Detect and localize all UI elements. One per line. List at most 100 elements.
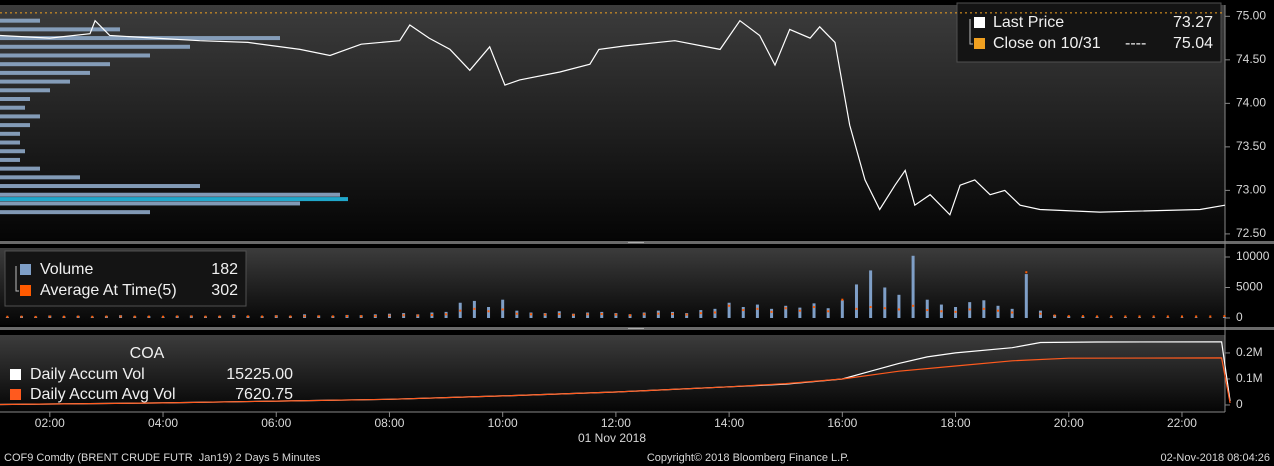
avg-dot (232, 315, 235, 318)
avg-dot (770, 310, 773, 313)
avg-dot (1166, 315, 1169, 318)
legend-bracket (15, 266, 19, 292)
y-tick-label: 73.50 (1236, 139, 1266, 153)
profile-bar (0, 79, 70, 84)
y-tick-label: 5000 (1236, 280, 1263, 294)
profile-bar (0, 149, 25, 154)
avg-dot (1110, 315, 1113, 318)
avg-dot (1025, 271, 1028, 274)
y-tick-label: 75.00 (1236, 8, 1266, 22)
avg-dot (1096, 315, 1099, 318)
avg-dot (643, 313, 646, 316)
volume-bar (996, 305, 1000, 318)
avg-dot (6, 315, 9, 318)
avg-dot (1124, 315, 1127, 318)
y-tick-label: 0.2M (1236, 345, 1263, 359)
legend-label: Close on 10/31 (993, 35, 1101, 52)
avg-dot (614, 313, 617, 316)
profile-bar (0, 114, 40, 119)
avg-dot (982, 307, 985, 310)
avg-dot (685, 313, 688, 316)
volume-bar (812, 303, 816, 318)
profile-bar (0, 44, 190, 49)
avg-dot (246, 315, 249, 318)
avg-dot (855, 307, 858, 310)
avg-dot (515, 312, 518, 315)
legend-value: 7620.75 (235, 386, 293, 403)
legend-label: Last Price (993, 14, 1064, 31)
volume-bar (925, 299, 929, 318)
profile-bar (0, 62, 110, 67)
legend-value: 73.27 (1173, 14, 1213, 31)
avg-dot (430, 313, 433, 316)
avg-dot (62, 315, 65, 318)
avg-dot (586, 313, 589, 316)
volume-bar (883, 287, 887, 318)
x-tick-label: 20:00 (1054, 416, 1084, 430)
avg-dot (416, 314, 419, 317)
avg-dot (402, 314, 405, 317)
legend-label: Daily Accum Vol (30, 366, 145, 383)
avg-dot (1138, 315, 1141, 318)
legend-swatch (20, 264, 31, 275)
avg-dot (1195, 315, 1198, 318)
profile-bar (0, 166, 40, 171)
avg-dot (346, 315, 349, 318)
avg-dot (1209, 315, 1212, 318)
volume-bar (727, 302, 731, 318)
y-tick-label: 10000 (1236, 249, 1270, 263)
price-legend-box (956, 2, 1222, 63)
avg-dot (218, 315, 221, 318)
avg-dot (897, 308, 900, 311)
avg-dot (374, 315, 377, 318)
volume-bar (897, 294, 901, 318)
avg-dot (558, 313, 561, 316)
volume-bar (1138, 317, 1142, 318)
volume-bar (741, 307, 745, 318)
avg-dot (133, 315, 136, 318)
profile-bar (0, 105, 25, 110)
avg-dot (813, 306, 816, 309)
avg-dot (728, 304, 731, 307)
volume-bar (1152, 317, 1156, 318)
avg-dot (1067, 315, 1070, 318)
avg-dot (317, 315, 320, 318)
avg-dot (572, 313, 575, 316)
x-tick-label: 22:00 (1167, 416, 1197, 430)
avg-dot (388, 314, 391, 317)
volume-bar (798, 307, 802, 318)
legend-label: Average At Time(5) (40, 282, 177, 299)
profile-bar (0, 88, 50, 93)
avg-dot (968, 308, 971, 311)
legend-value: 15225.00 (226, 366, 293, 383)
x-tick-label: 08:00 (374, 416, 404, 430)
avg-dot (629, 314, 632, 317)
avg-dot (529, 313, 532, 316)
avg-dot (91, 315, 94, 318)
volume-bar (911, 255, 915, 318)
avg-dot (77, 315, 80, 318)
avg-dot (162, 315, 165, 318)
avg-dot (798, 309, 801, 312)
profile-bar (0, 197, 348, 202)
avg-dot (48, 315, 51, 318)
x-tick-label: 04:00 (148, 416, 178, 430)
y-tick-label: 0 (1236, 310, 1243, 324)
avg-dot (713, 311, 716, 314)
profile-bar (0, 70, 90, 75)
avg-dot (1081, 315, 1084, 318)
legend-swatch (10, 369, 21, 380)
avg-dot (204, 315, 207, 318)
footer-center: Copyright© 2018 Bloomberg Finance L.P. (647, 452, 849, 464)
legend-value: 182 (211, 261, 238, 278)
volume-bar (840, 300, 844, 318)
profile-bar (0, 140, 20, 145)
series-line (0, 357, 1231, 406)
profile-bar (0, 210, 150, 215)
x-tick-label: 18:00 (941, 416, 971, 430)
volume-bar (755, 304, 759, 318)
avg-dot (1039, 312, 1042, 315)
avg-dot (1053, 314, 1056, 317)
avg-dot (331, 315, 334, 318)
